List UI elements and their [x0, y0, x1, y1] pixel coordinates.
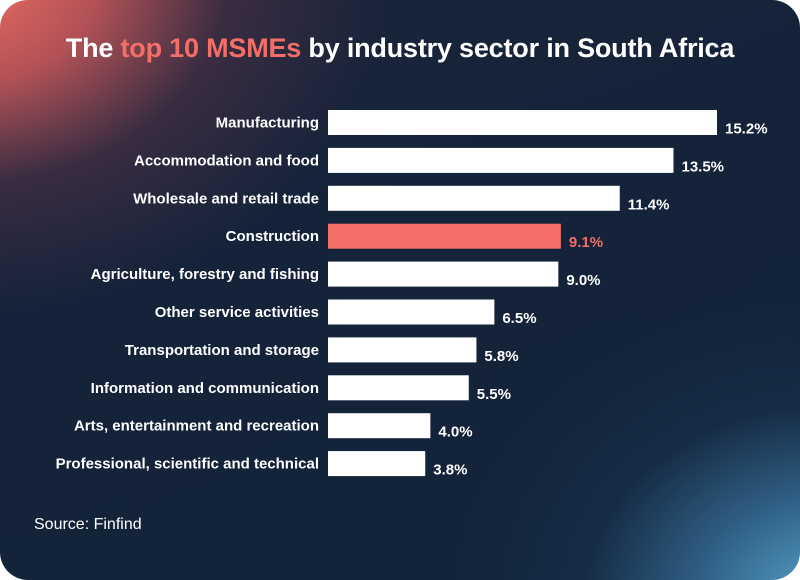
category-label: Accommodation and food [134, 152, 319, 169]
bar [328, 413, 431, 439]
bar [328, 451, 426, 477]
value-label: 4.0% [438, 424, 472, 441]
chart-title: The top 10 MSMEs by industry sector in S… [0, 33, 800, 64]
bar-highlighted [328, 223, 561, 249]
bar [328, 147, 674, 173]
category-label: Construction [226, 228, 319, 245]
source-note: Source: Finfind [34, 516, 142, 533]
value-label: 9.1% [569, 234, 603, 251]
value-label: 15.2% [725, 121, 768, 138]
value-label: 9.0% [566, 272, 600, 289]
value-label: 3.8% [433, 462, 467, 479]
bar [328, 337, 477, 363]
value-label: 5.8% [484, 348, 518, 365]
value-label: 13.5% [681, 158, 724, 175]
category-label: Information and communication [91, 380, 319, 397]
value-label: 11.4% [628, 196, 670, 213]
bar [328, 375, 469, 401]
category-label: Manufacturing [216, 115, 319, 132]
bar [328, 261, 559, 287]
category-label: Arts, entertainment and recreation [74, 418, 319, 435]
category-label: Transportation and storage [125, 342, 319, 359]
title-highlight: top 10 MSMEs [120, 33, 302, 63]
category-label: Professional, scientific and technical [56, 456, 319, 473]
bar [328, 185, 620, 211]
category-label: Wholesale and retail trade [133, 190, 319, 207]
value-label: 6.5% [502, 310, 536, 327]
title-suffix: by industry sector in South Africa [301, 33, 735, 63]
category-label: Agriculture, forestry and fishing [91, 266, 319, 283]
bar [328, 299, 495, 325]
category-label: Other service activities [155, 304, 319, 321]
value-label: 5.5% [477, 386, 511, 403]
bar [328, 110, 717, 135]
title-prefix: The [65, 33, 121, 63]
